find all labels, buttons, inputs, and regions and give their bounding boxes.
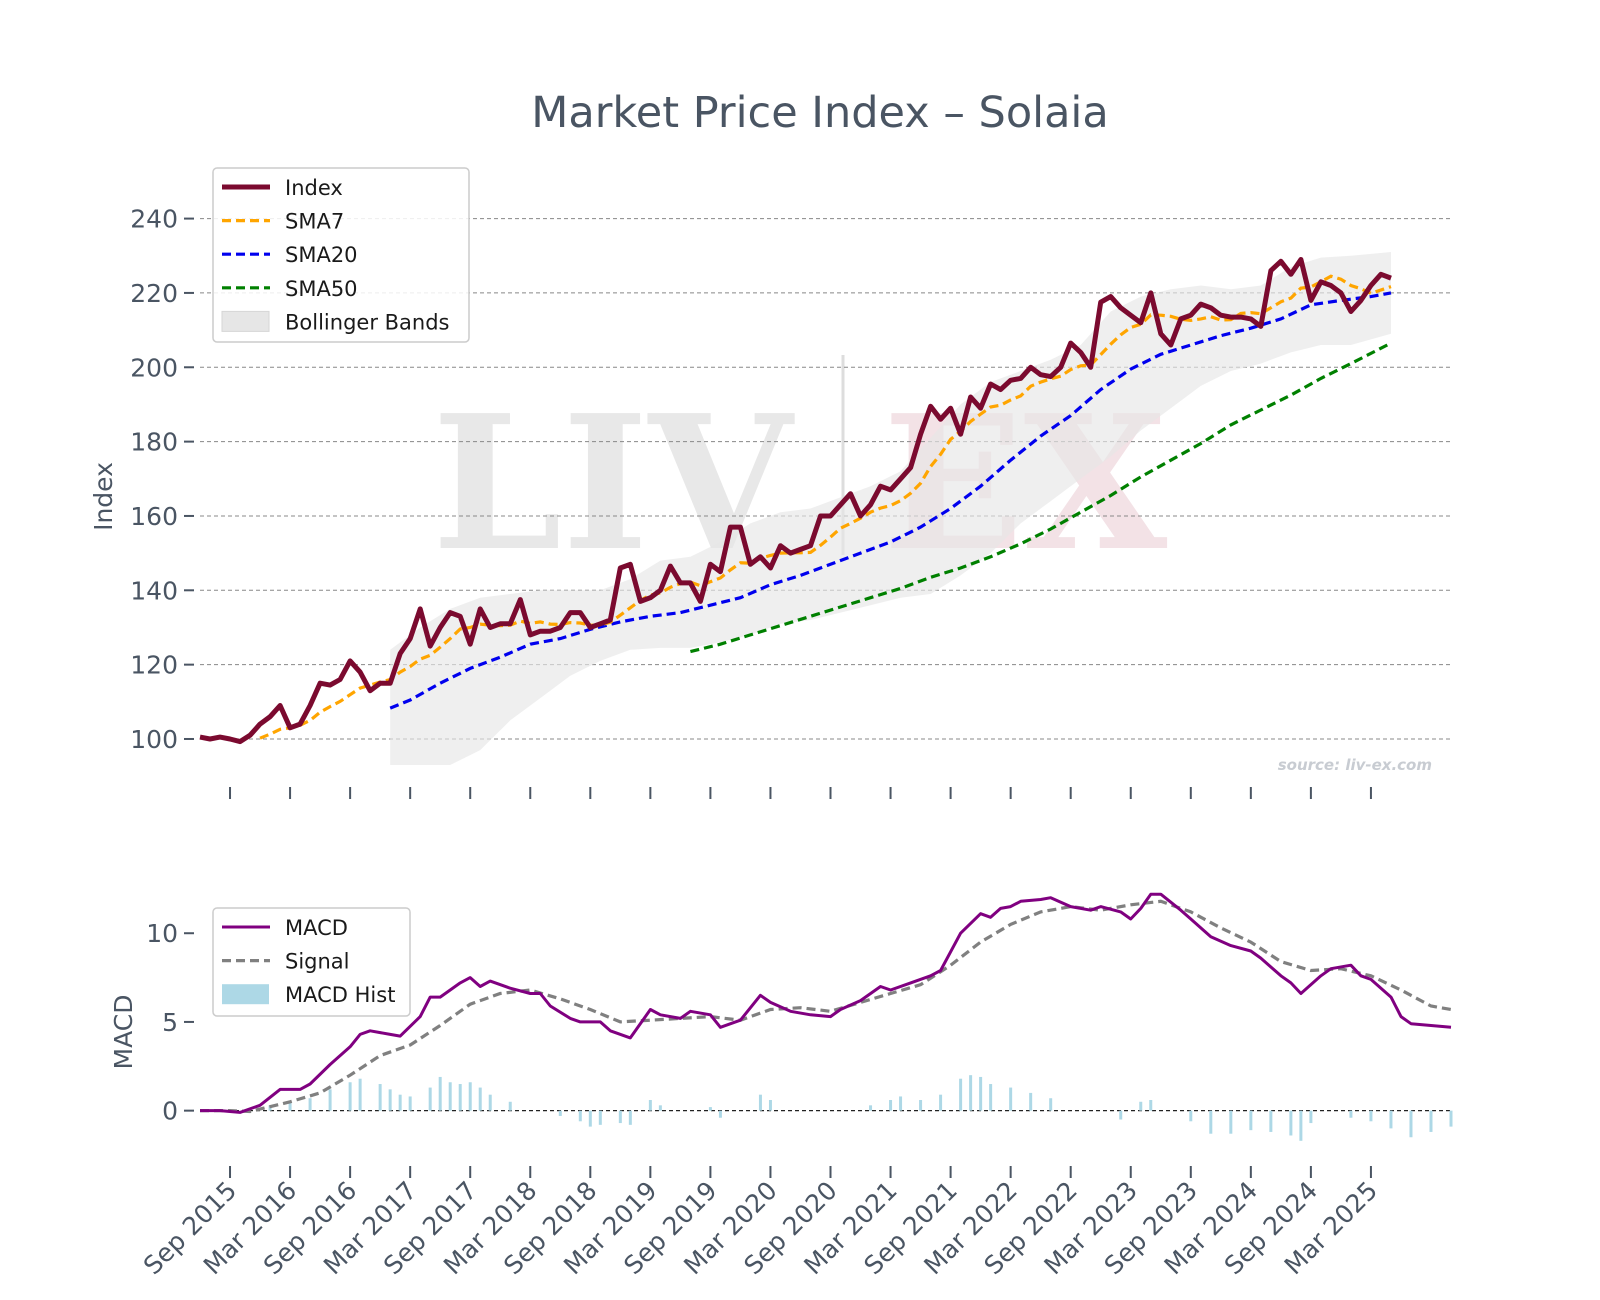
legend-label-sma7: SMA7 <box>285 210 344 234</box>
legend-box <box>212 167 470 343</box>
y-axis-label: MACD <box>109 995 138 1070</box>
hist-bar <box>648 1100 652 1111</box>
hist-bar <box>378 1084 382 1111</box>
hist-bar <box>1369 1110 1373 1122</box>
hist-bar <box>1189 1110 1193 1122</box>
y-tick-label: 10 <box>146 919 178 948</box>
hist-bar <box>1309 1110 1313 1124</box>
legend: MACD Signal MACD Hist <box>212 907 411 1017</box>
hist-bar <box>1209 1110 1213 1134</box>
y-tick-label: 180 <box>130 428 178 457</box>
hist-bar <box>768 1100 772 1111</box>
y-tick-label: 200 <box>130 353 178 382</box>
hist-bar <box>358 1078 362 1111</box>
legend-label-bollinger-bands: Bollinger Bands <box>285 310 449 334</box>
hist-bar <box>1049 1098 1053 1111</box>
y-tick-label: 240 <box>130 205 178 234</box>
legend-swatch-macd-hist <box>222 984 269 1005</box>
hist-bar <box>658 1105 662 1111</box>
hist-bar <box>398 1094 402 1111</box>
hist-bar <box>478 1087 482 1111</box>
hist-bar <box>408 1096 412 1111</box>
hist-bar <box>308 1098 312 1111</box>
hist-bar <box>1389 1110 1393 1129</box>
hist-bar <box>1029 1092 1033 1111</box>
hist-bar <box>588 1110 592 1127</box>
chart-title: Market Price Index – Solaia <box>531 88 1108 138</box>
legend-swatch-bollinger-bands <box>221 310 270 332</box>
hist-bar <box>889 1100 893 1111</box>
hist-bar <box>598 1110 602 1125</box>
y-tick-label: 120 <box>130 651 178 680</box>
legend-label-macd-hist: MACD Hist <box>285 983 395 1007</box>
hist-bar <box>1299 1110 1303 1141</box>
hist-bar <box>428 1087 432 1111</box>
hist-bar <box>328 1089 332 1111</box>
hist-bar <box>288 1101 292 1111</box>
hist-bar <box>758 1094 762 1111</box>
hist-bar <box>1449 1110 1453 1127</box>
price-panel: LIVEX100120140160180200220240Indexsource… <box>89 167 1451 799</box>
legend-label-signal: Signal <box>285 950 350 974</box>
hist-bar <box>488 1094 492 1111</box>
hist-bar <box>1229 1110 1233 1134</box>
legend-label-macd: MACD <box>285 916 348 940</box>
hist-bar <box>708 1107 712 1111</box>
hist-bar <box>388 1089 392 1111</box>
series-bollinger-bands <box>390 252 1391 765</box>
hist-bar <box>508 1101 512 1111</box>
y-tick-label: 5 <box>162 1008 178 1037</box>
hist-bar <box>448 1082 452 1111</box>
hist-bar <box>959 1078 963 1111</box>
series-sma7 <box>259 274 1392 740</box>
y-tick-label: 140 <box>130 576 178 605</box>
hist-bar <box>869 1105 873 1111</box>
hist-bar <box>458 1084 462 1111</box>
y-axis-label: Index <box>89 462 118 531</box>
hist-bar <box>1249 1110 1253 1131</box>
hist-bar <box>1349 1110 1353 1118</box>
hist-bar <box>1139 1101 1143 1111</box>
legend-label-sma20: SMA20 <box>285 243 358 267</box>
hist-bar <box>628 1110 632 1125</box>
hist-bar <box>899 1096 903 1111</box>
legend-label-sma50: SMA50 <box>285 277 358 301</box>
hist-bar <box>438 1076 442 1111</box>
hist-bar <box>1119 1110 1123 1120</box>
hist-bar <box>1149 1100 1153 1111</box>
y-tick-label: 160 <box>130 502 178 531</box>
y-tick-label: 220 <box>130 279 178 308</box>
hist-bar <box>1289 1110 1293 1136</box>
y-tick-label: 0 <box>162 1097 178 1126</box>
legend-label-index: Index <box>285 176 343 200</box>
hist-bar <box>718 1110 722 1118</box>
hist-bar <box>989 1084 993 1111</box>
series-macd <box>200 892 1452 1114</box>
hist-bar <box>1009 1087 1013 1111</box>
source-label: source: liv-ex.com <box>1278 756 1432 774</box>
hist-bar <box>558 1110 562 1116</box>
hist-bar <box>919 1100 923 1111</box>
hist-bar <box>939 1094 943 1111</box>
series-index <box>199 257 1392 745</box>
series-sma50 <box>690 341 1392 654</box>
series-sma20 <box>389 291 1392 710</box>
hist-bar <box>1429 1110 1433 1132</box>
y-tick-label: 100 <box>130 725 178 754</box>
hist-bar <box>1269 1110 1273 1132</box>
series-signal <box>200 899 1452 1114</box>
hist-bar <box>578 1110 582 1122</box>
hist-bar <box>618 1110 622 1124</box>
hist-bar <box>348 1082 352 1111</box>
hist-bar <box>468 1082 472 1111</box>
hist-bar <box>969 1075 973 1111</box>
legend: Index SMA7 SMA20 SMA50 Bollinger Bands <box>212 167 470 343</box>
hist-bar <box>979 1076 983 1111</box>
hist-bar <box>1409 1110 1413 1138</box>
